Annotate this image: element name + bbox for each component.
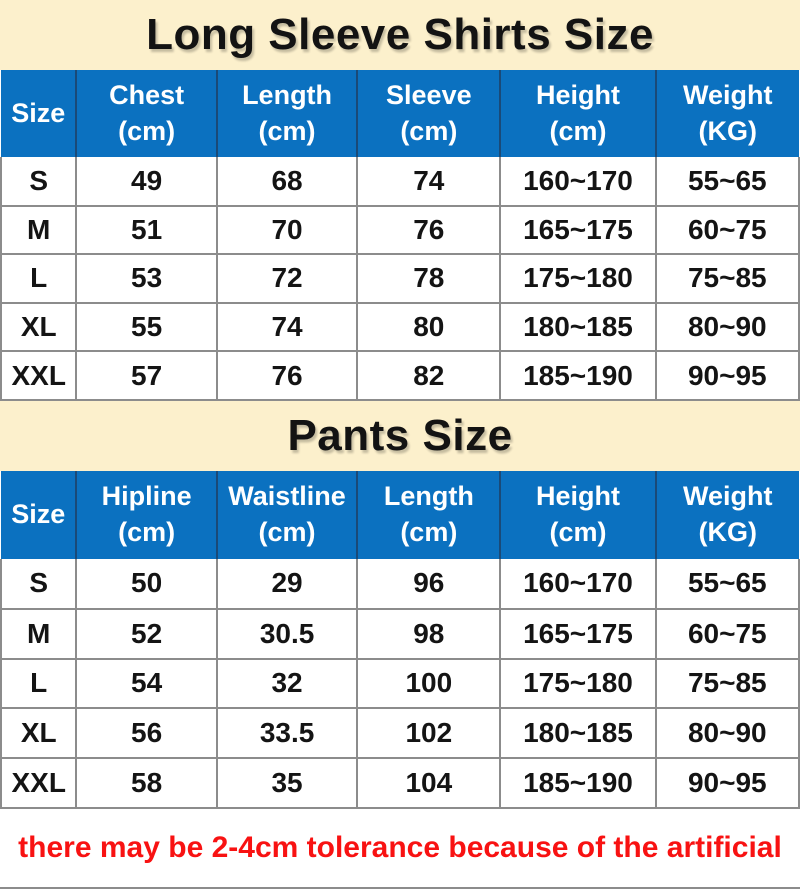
table-cell-size: M bbox=[0, 607, 78, 660]
table-row: S 49 68 74 160~170 55~65 bbox=[0, 157, 800, 207]
table-cell: 160~170 bbox=[499, 157, 657, 207]
table-cell: 58 bbox=[75, 757, 218, 809]
table-cell: 82 bbox=[356, 350, 502, 401]
table-row: L 53 72 78 175~180 75~85 bbox=[0, 253, 800, 304]
pants-table-header: Size Hipline (cm) Waistline (cm) Length (cm… bbox=[1, 470, 799, 559]
table-cell: 185~190 bbox=[499, 757, 657, 809]
table-cell: 80~90 bbox=[654, 707, 800, 760]
table-cell: 68 bbox=[215, 157, 359, 207]
table-cell-size: S bbox=[0, 157, 78, 207]
table-cell: 76 bbox=[215, 350, 359, 401]
shirts-section-title-banner: Long Sleeve Shirts Size bbox=[0, 0, 800, 70]
table-cell-size: L bbox=[0, 657, 78, 710]
column-header-weight: Weight (KG) bbox=[654, 70, 799, 157]
column-header-length: Length (cm) bbox=[356, 470, 501, 559]
column-header-height: Height (cm) bbox=[499, 70, 656, 157]
table-row: M 51 70 76 165~175 60~75 bbox=[0, 204, 800, 256]
table-cell: 55~65 bbox=[654, 157, 800, 207]
table-cell: 98 bbox=[356, 607, 502, 660]
column-header-weight: Weight (KG) bbox=[654, 470, 799, 559]
table-cell-size: XL bbox=[0, 301, 78, 353]
table-cell: 100 bbox=[356, 657, 502, 710]
table-cell: 33.5 bbox=[215, 707, 359, 760]
table-cell: 29 bbox=[215, 558, 359, 610]
table-cell: 74 bbox=[356, 157, 502, 207]
tolerance-note: there may be 2-4cm tolerance because of … bbox=[0, 808, 800, 889]
table-cell: 50 bbox=[75, 558, 218, 610]
table-cell: 180~185 bbox=[499, 301, 657, 353]
table-cell-size: S bbox=[0, 558, 78, 610]
column-header-size: Size bbox=[1, 70, 77, 157]
table-cell: 55 bbox=[75, 301, 218, 353]
column-header-chest: Chest (cm) bbox=[75, 70, 217, 157]
column-header-hipline: Hipline (cm) bbox=[75, 470, 217, 559]
table-cell: 60~75 bbox=[654, 204, 800, 256]
table-cell: 185~190 bbox=[499, 350, 657, 401]
table-cell: 75~85 bbox=[654, 253, 800, 304]
tolerance-note-text: there may be 2-4cm tolerance because of … bbox=[18, 830, 782, 864]
table-cell: 102 bbox=[356, 707, 502, 760]
table-cell: 51 bbox=[75, 204, 218, 256]
table-cell: 35 bbox=[215, 757, 359, 809]
table-row: XXL 58 35 104 185~190 90~95 bbox=[0, 757, 800, 809]
table-cell: 165~175 bbox=[499, 607, 657, 660]
table-cell: 32 bbox=[215, 657, 359, 710]
table-row: XXL 57 76 82 185~190 90~95 bbox=[0, 350, 800, 401]
pants-section-title-banner: Pants Size bbox=[0, 400, 800, 471]
column-header-length: Length (cm) bbox=[215, 70, 358, 157]
shirts-size-table: Size Chest (cm) Length (cm) Sleeve (cm) Hei… bbox=[0, 70, 800, 401]
table-cell-size: XXL bbox=[0, 350, 78, 401]
table-cell-size: L bbox=[0, 253, 78, 304]
table-cell: 78 bbox=[356, 253, 502, 304]
table-cell: 90~95 bbox=[654, 350, 800, 401]
table-cell: 74 bbox=[215, 301, 359, 353]
table-cell: 175~180 bbox=[499, 253, 657, 304]
table-cell: 30.5 bbox=[215, 607, 359, 660]
table-cell: 60~75 bbox=[654, 607, 800, 660]
column-header-height: Height (cm) bbox=[499, 470, 656, 559]
table-cell: 80~90 bbox=[654, 301, 800, 353]
table-cell: 104 bbox=[356, 757, 502, 809]
pants-section-title: Pants Size bbox=[287, 410, 513, 460]
column-header-size: Size bbox=[1, 470, 77, 559]
table-row: S 50 29 96 160~170 55~65 bbox=[0, 558, 800, 610]
table-cell-size: M bbox=[0, 204, 78, 256]
shirts-section-title: Long Sleeve Shirts Size bbox=[146, 10, 654, 59]
table-cell: 56 bbox=[75, 707, 218, 760]
table-cell: 80 bbox=[356, 301, 502, 353]
table-cell: 76 bbox=[356, 204, 502, 256]
table-cell: 175~180 bbox=[499, 657, 657, 710]
table-row: XL 56 33.5 102 180~185 80~90 bbox=[0, 707, 800, 760]
table-cell: 49 bbox=[75, 157, 218, 207]
table-cell: 53 bbox=[75, 253, 218, 304]
column-header-sleeve: Sleeve (cm) bbox=[356, 70, 501, 157]
table-cell: 55~65 bbox=[654, 558, 800, 610]
table-cell-size: XXL bbox=[0, 757, 78, 809]
table-row: XL 55 74 80 180~185 80~90 bbox=[0, 301, 800, 353]
table-cell: 72 bbox=[215, 253, 359, 304]
table-cell: 96 bbox=[356, 558, 502, 610]
table-cell: 57 bbox=[75, 350, 218, 401]
table-cell: 165~175 bbox=[499, 204, 657, 256]
shirts-table-header: Size Chest (cm) Length (cm) Sleeve (cm) Hei… bbox=[1, 70, 799, 157]
table-cell: 180~185 bbox=[499, 707, 657, 760]
table-cell: 160~170 bbox=[499, 558, 657, 610]
table-row: M 52 30.5 98 165~175 60~75 bbox=[0, 607, 800, 660]
table-cell: 54 bbox=[75, 657, 218, 710]
table-row: L 54 32 100 175~180 75~85 bbox=[0, 657, 800, 710]
pants-size-table: Size Hipline (cm) Waistline (cm) Length (cm… bbox=[0, 470, 800, 809]
table-cell: 90~95 bbox=[654, 757, 800, 809]
column-header-waistline: Waistline (cm) bbox=[215, 470, 358, 559]
table-cell-size: XL bbox=[0, 707, 78, 760]
table-cell: 52 bbox=[75, 607, 218, 660]
table-cell: 75~85 bbox=[654, 657, 800, 710]
table-cell: 70 bbox=[215, 204, 359, 256]
